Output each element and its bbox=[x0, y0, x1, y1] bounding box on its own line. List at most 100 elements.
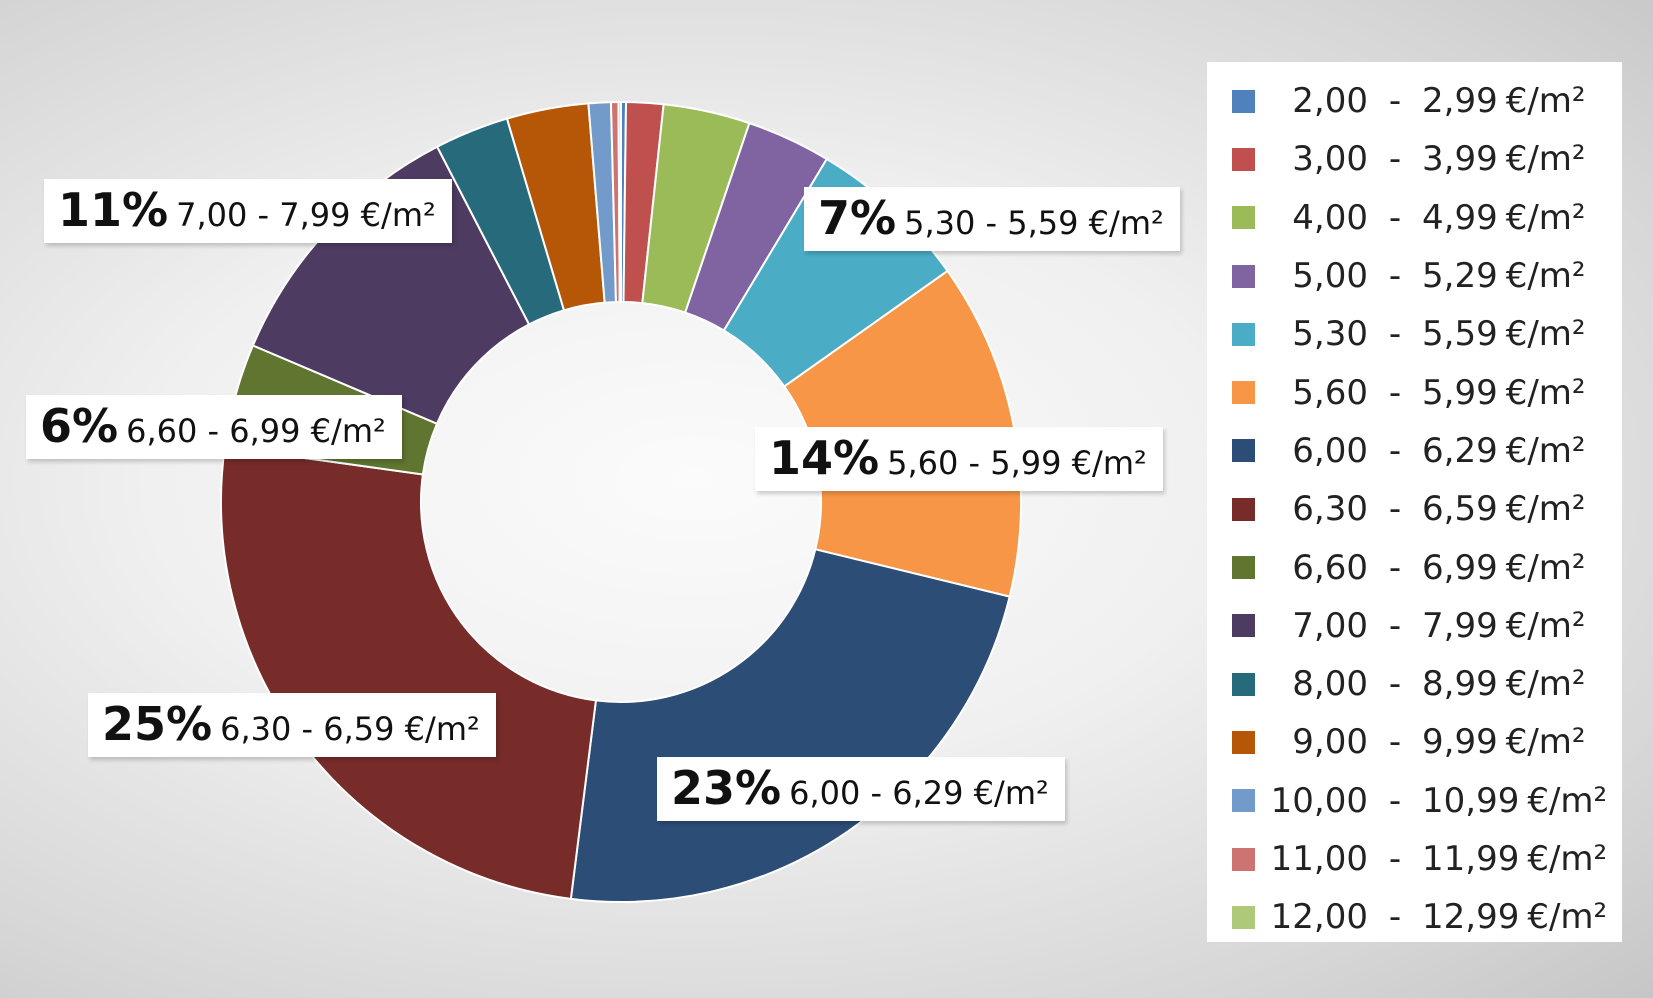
data-label: 6% 6,60 - 6,99 €/m² bbox=[26, 395, 402, 459]
legend-dash: - bbox=[1388, 372, 1402, 413]
data-label-percent: 11% bbox=[58, 183, 169, 237]
legend-dash: - bbox=[1388, 780, 1402, 821]
data-label-category: 6,00 - 6,29 €/m² bbox=[789, 774, 1049, 812]
legend-item: 9,00-9,99 €/m² bbox=[1232, 713, 1622, 771]
data-label-category: 5,60 - 5,99 €/m² bbox=[887, 444, 1147, 482]
legend-range-to: 3,99 bbox=[1422, 139, 1498, 180]
legend-unit: €/m² bbox=[1527, 839, 1608, 879]
legend-swatch bbox=[1232, 847, 1255, 871]
data-label-percent: 7% bbox=[818, 191, 897, 245]
data-label-category: 6,60 - 6,99 €/m² bbox=[126, 412, 386, 450]
legend-range-to: 7,99 bbox=[1422, 605, 1498, 646]
legend-item: 6,30-6,59 €/m² bbox=[1232, 480, 1622, 538]
legend-range-to: 5,59 bbox=[1422, 314, 1498, 355]
legend-dash: - bbox=[1388, 81, 1402, 122]
donut-slice-7-00 bbox=[251, 145, 531, 426]
legend-item: 10,00-10,99 €/m² bbox=[1232, 772, 1622, 830]
legend-range-from: 5,00 bbox=[1292, 256, 1368, 297]
legend-unit: €/m² bbox=[1505, 372, 1586, 413]
data-label: 23% 6,00 - 6,29 €/m² bbox=[657, 757, 1065, 821]
legend-unit: €/m² bbox=[1527, 780, 1608, 821]
legend-item: 11,00-11,99 €/m² bbox=[1232, 830, 1622, 888]
legend-range-from: 6,60 bbox=[1292, 547, 1368, 588]
legend-dash: - bbox=[1388, 256, 1402, 297]
legend-dash: - bbox=[1388, 664, 1402, 705]
legend-range-to: 5,99 bbox=[1422, 372, 1498, 413]
legend-unit: €/m² bbox=[1505, 722, 1586, 763]
legend-swatch bbox=[1232, 147, 1255, 171]
data-label-category: 7,00 - 7,99 €/m² bbox=[176, 196, 436, 234]
legend-item: 8,00-8,99 €/m² bbox=[1232, 655, 1622, 713]
legend-range-from: 9,00 bbox=[1292, 722, 1368, 763]
legend-range-from: 5,30 bbox=[1292, 314, 1368, 355]
legend-item: 5,60-5,99 €/m² bbox=[1232, 363, 1622, 421]
legend-unit: €/m² bbox=[1505, 197, 1586, 238]
legend-range-from: 12,00 bbox=[1270, 897, 1368, 938]
legend-unit: €/m² bbox=[1527, 897, 1608, 938]
data-label-category: 5,30 - 5,59 €/m² bbox=[904, 204, 1164, 242]
legend-range-to: 6,29 bbox=[1422, 430, 1498, 471]
donut-slice-6-30 bbox=[220, 445, 598, 900]
legend-range-from: 5,60 bbox=[1292, 372, 1368, 413]
legend-item: 3,00-3,99 €/m² bbox=[1232, 130, 1622, 188]
legend-swatch bbox=[1232, 789, 1255, 813]
data-label-percent: 25% bbox=[102, 697, 213, 751]
legend-swatch bbox=[1232, 264, 1255, 288]
legend-item: 2,00-2,99 €/m² bbox=[1232, 72, 1622, 130]
data-label: 7% 5,30 - 5,59 €/m² bbox=[804, 187, 1180, 251]
legend-range-to: 6,59 bbox=[1422, 489, 1498, 530]
donut-slice-12-00 bbox=[617, 100, 622, 304]
legend-swatch bbox=[1232, 905, 1255, 929]
legend-dash: - bbox=[1388, 839, 1402, 879]
data-label: 25% 6,30 - 6,59 €/m² bbox=[88, 693, 496, 757]
legend-range-to: 8,99 bbox=[1422, 664, 1498, 705]
legend-range-to: 2,99 bbox=[1422, 81, 1498, 122]
data-label-percent: 23% bbox=[671, 761, 782, 815]
legend-swatch bbox=[1232, 730, 1255, 754]
legend-swatch bbox=[1232, 381, 1255, 405]
legend: 2,00-2,99 €/m² 3,00-3,99 €/m² 4,00-4,99 €/m² 5… bbox=[1207, 62, 1622, 942]
legend-dash: - bbox=[1388, 430, 1402, 471]
legend-swatch bbox=[1232, 206, 1255, 230]
legend-unit: €/m² bbox=[1505, 547, 1586, 588]
legend-range-from: 10,00 bbox=[1270, 780, 1368, 821]
data-label: 14% 5,60 - 5,99 €/m² bbox=[755, 427, 1163, 491]
data-label: 11% 7,00 - 7,99 €/m² bbox=[44, 179, 452, 243]
legend-range-to: 12,99 bbox=[1422, 897, 1520, 938]
legend-dash: - bbox=[1388, 139, 1402, 180]
legend-range-from: 3,00 bbox=[1292, 139, 1368, 180]
legend-swatch bbox=[1232, 556, 1255, 580]
legend-unit: €/m² bbox=[1505, 81, 1586, 122]
legend-dash: - bbox=[1388, 605, 1402, 646]
legend-dash: - bbox=[1388, 547, 1402, 588]
legend-unit: €/m² bbox=[1505, 256, 1586, 297]
legend-item: 6,60-6,99 €/m² bbox=[1232, 538, 1622, 596]
legend-unit: €/m² bbox=[1505, 664, 1586, 705]
legend-range-from: 6,00 bbox=[1292, 430, 1368, 471]
legend-range-to: 9,99 bbox=[1422, 722, 1498, 763]
legend-range-from: 11,00 bbox=[1270, 839, 1368, 879]
legend-item: 7,00-7,99 €/m² bbox=[1232, 597, 1622, 655]
legend-dash: - bbox=[1388, 197, 1402, 238]
legend-range-to: 10,99 bbox=[1422, 780, 1520, 821]
legend-item: 5,30-5,59 €/m² bbox=[1232, 305, 1622, 363]
legend-swatch bbox=[1232, 89, 1255, 113]
legend-range-from: 6,30 bbox=[1292, 489, 1368, 530]
legend-swatch bbox=[1232, 497, 1255, 521]
legend-unit: €/m² bbox=[1505, 430, 1586, 471]
legend-range-from: 7,00 bbox=[1292, 605, 1368, 646]
legend-range-from: 2,00 bbox=[1292, 81, 1368, 122]
legend-range-to: 11,99 bbox=[1422, 839, 1520, 879]
legend-item: 12,00-12,99 €/m² bbox=[1232, 888, 1622, 946]
legend-swatch bbox=[1232, 672, 1255, 696]
data-label-percent: 14% bbox=[769, 431, 880, 485]
legend-range-from: 8,00 bbox=[1292, 664, 1368, 705]
legend-item: 4,00-4,99 €/m² bbox=[1232, 189, 1622, 247]
donut-slice-6-00 bbox=[569, 548, 1011, 903]
legend-swatch bbox=[1232, 439, 1255, 463]
legend-unit: €/m² bbox=[1505, 605, 1586, 646]
data-label-category: 6,30 - 6,59 €/m² bbox=[220, 710, 480, 748]
legend-range-to: 5,29 bbox=[1422, 256, 1498, 297]
legend-item: 5,00-5,29 €/m² bbox=[1232, 247, 1622, 305]
legend-dash: - bbox=[1388, 314, 1402, 355]
